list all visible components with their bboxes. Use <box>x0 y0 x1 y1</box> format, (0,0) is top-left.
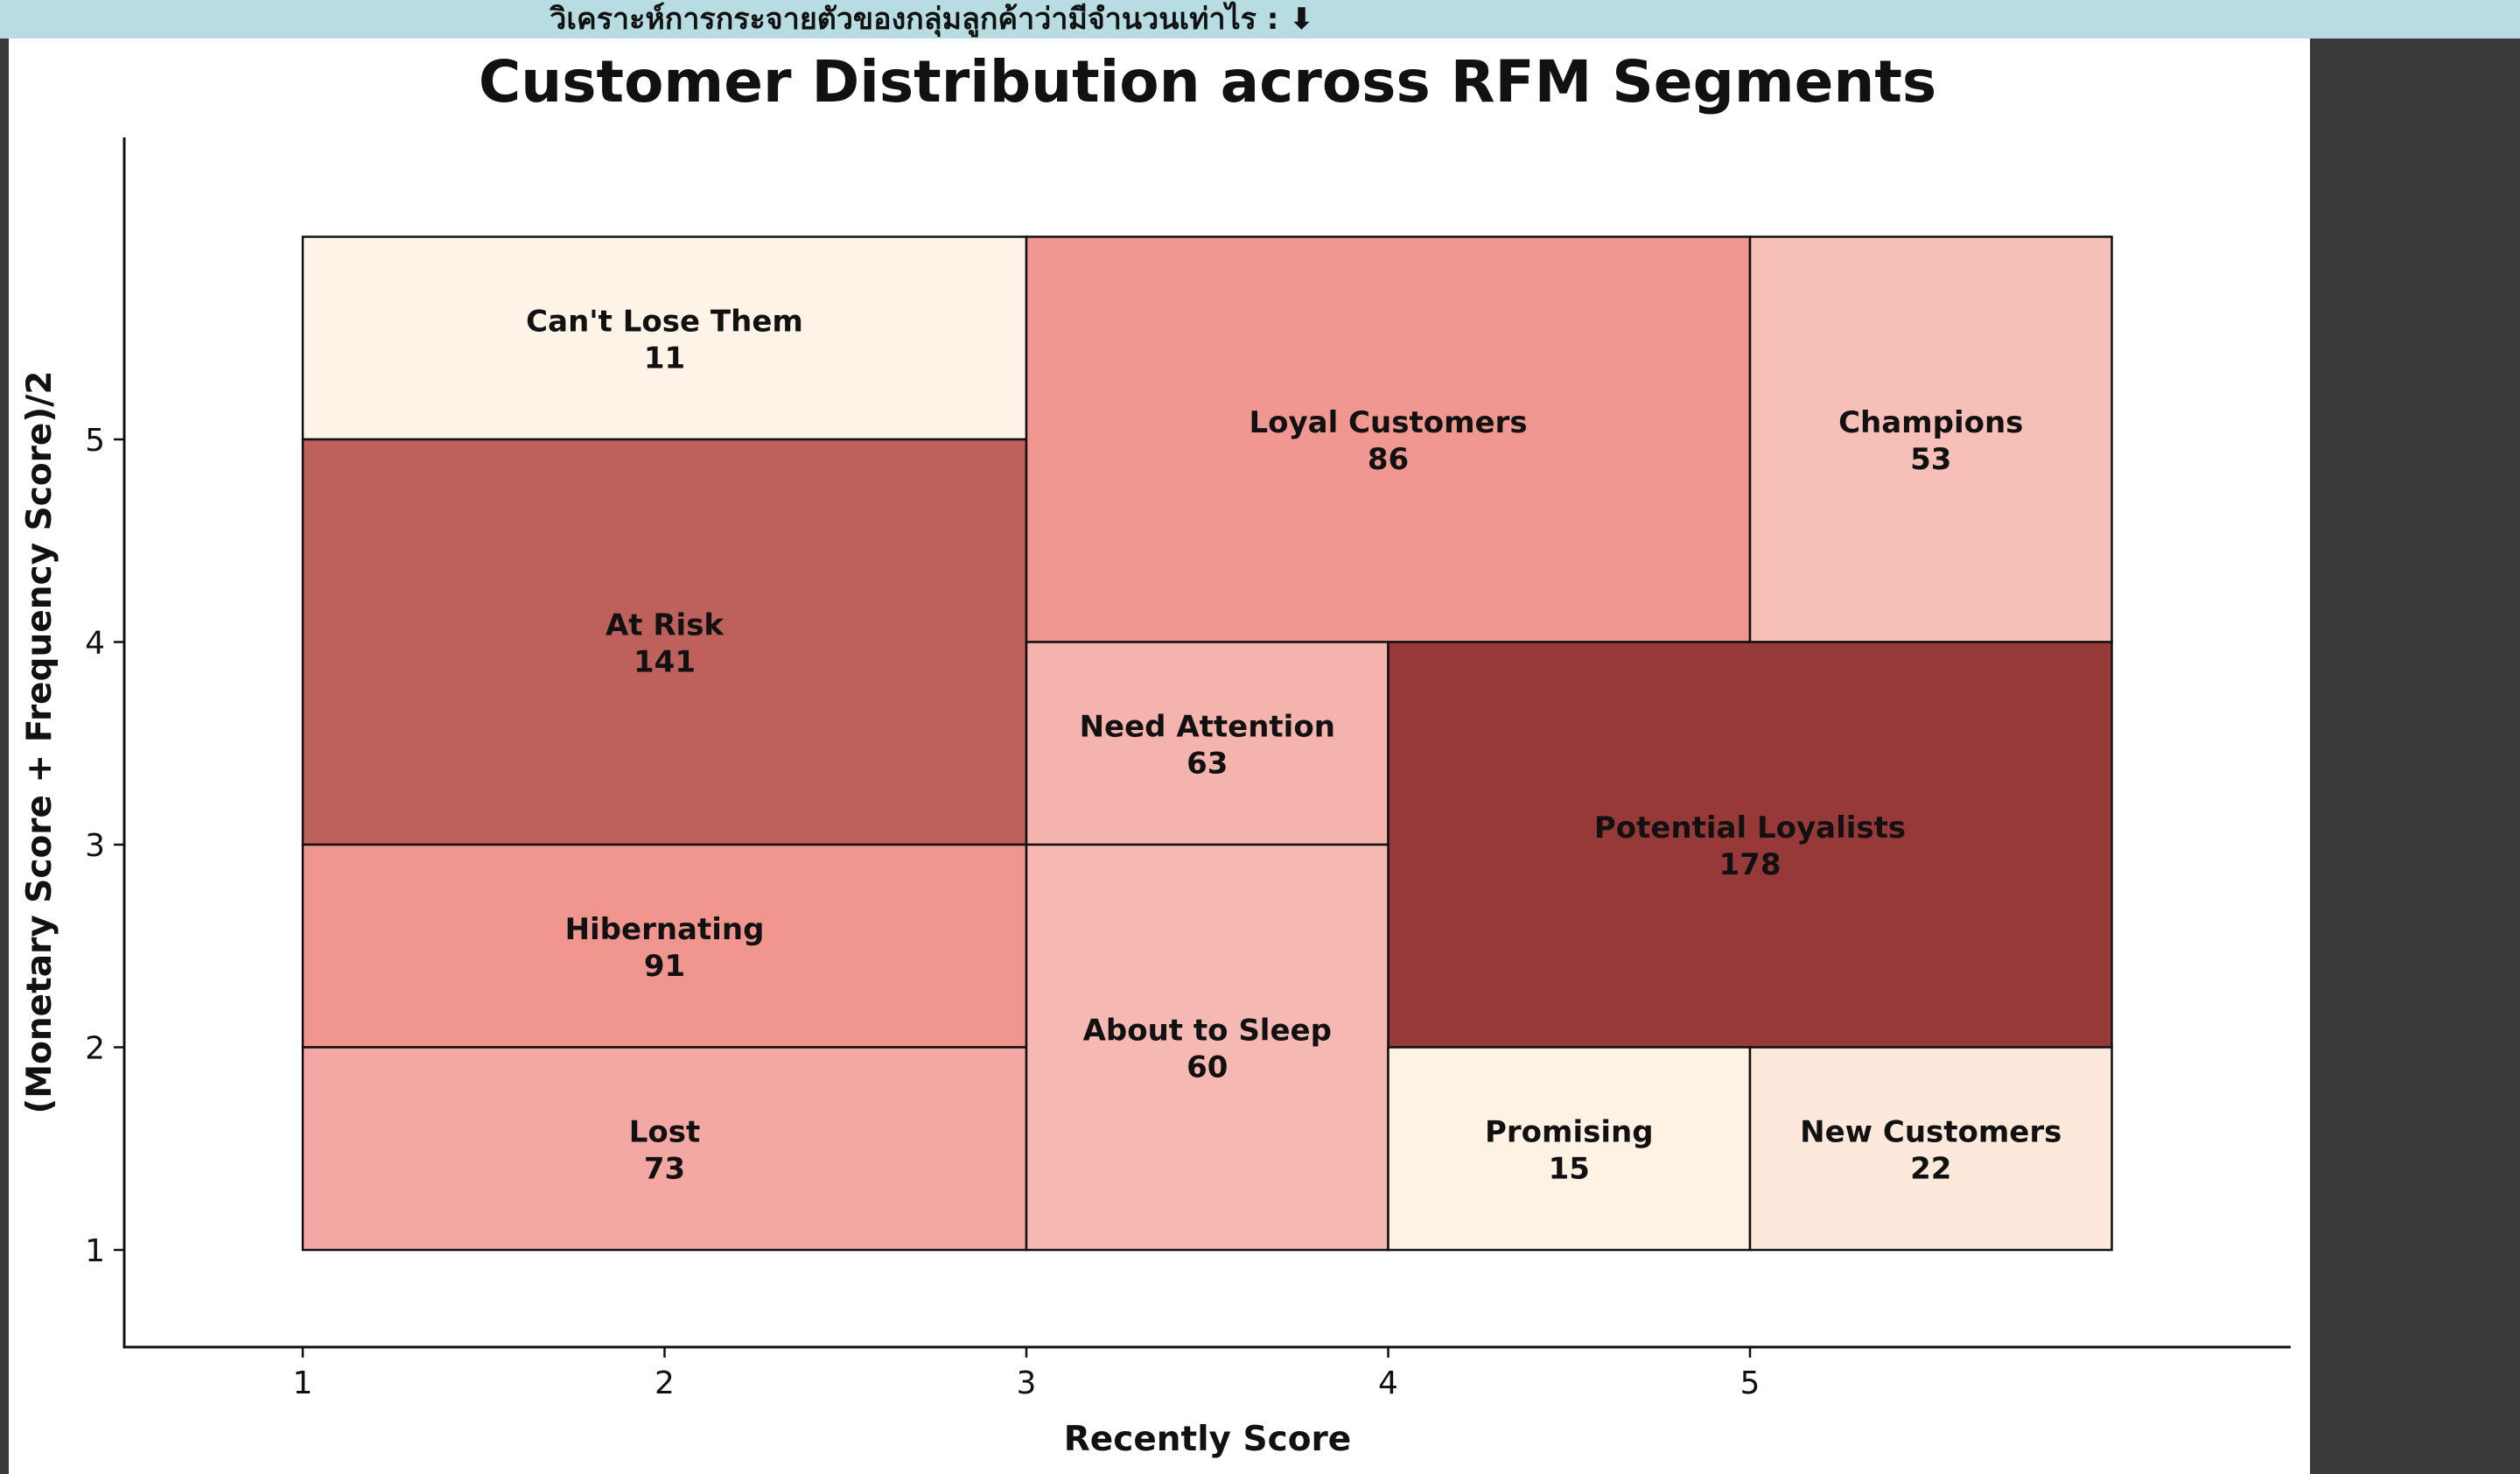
x-tick-label: 2 <box>654 1365 675 1401</box>
segment-rect <box>301 235 1028 441</box>
x-tick-label: 3 <box>1017 1365 1037 1401</box>
segment-count-label: 11 <box>644 340 685 376</box>
segment-rect <box>1025 235 1752 643</box>
segment-count-label: 15 <box>1549 1151 1590 1186</box>
segment-rect <box>1025 641 1390 846</box>
segment-name-label: At Risk <box>606 608 724 643</box>
segment-count-label: 91 <box>644 949 685 984</box>
y-tick-label: 1 <box>85 1233 105 1269</box>
segment-count-label: 73 <box>644 1151 685 1186</box>
segment-count-label: 178 <box>1719 847 1782 882</box>
segment-count-label: 53 <box>1910 442 1951 477</box>
y-axis-title: (Monetary Score + Frequency Score)/2 <box>20 370 60 1113</box>
segment-name-label: Can't Lose Them <box>526 304 803 339</box>
segment-rect <box>1387 1046 1752 1252</box>
axes-layer: 1 2 3 4 5 1 2 3 4 5 <box>85 137 2291 1401</box>
chart-title: Customer Distribution across RFM Segment… <box>479 48 1936 116</box>
segment-name-label: Need Attention <box>1080 709 1335 744</box>
segment-count-label: 22 <box>1910 1151 1951 1186</box>
y-tick-label: 3 <box>85 828 105 864</box>
x-tick-label: 4 <box>1378 1365 1398 1401</box>
segment-name-label: Promising <box>1485 1114 1654 1149</box>
segment-count-label: 60 <box>1186 1050 1228 1085</box>
right-side-panel <box>2310 0 2520 1474</box>
x-tick-label: 1 <box>293 1365 313 1401</box>
y-tick-label: 5 <box>85 423 105 459</box>
segment-name-label: Hibernating <box>565 912 765 947</box>
segment-rect <box>301 438 1028 846</box>
header-banner: วิเคราะห์การกระจายตัวของกลุ่มลูกค้าว่ามี… <box>0 0 2520 39</box>
segment-name-label: Lost <box>629 1114 701 1149</box>
segment-rect <box>1748 235 2113 643</box>
y-tick-label: 4 <box>85 626 105 662</box>
segment-count-label: 141 <box>634 645 696 680</box>
x-tick-label: 5 <box>1740 1365 1760 1401</box>
segment-name-label: Champions <box>1838 405 2023 440</box>
x-axis-title: Recently Score <box>1064 1420 1352 1459</box>
segment-count-label: 86 <box>1368 442 1409 477</box>
segment-name-label: About to Sleep <box>1083 1014 1332 1049</box>
left-edge-strip <box>0 0 9 1474</box>
segment-rect <box>1748 1046 2113 1252</box>
down-arrow-icon: ⬇ <box>1289 2 1314 37</box>
segment-name-label: New Customers <box>1800 1114 2062 1149</box>
segment-name-label: Potential Loyalists <box>1594 811 1906 846</box>
y-tick-label: 2 <box>85 1031 105 1067</box>
segment-count-label: 63 <box>1186 746 1228 781</box>
banner-text: วิเคราะห์การกระจายตัวของกลุ่มลูกค้าว่ามี… <box>550 2 1279 37</box>
segment-name-label: Loyal Customers <box>1249 405 1527 440</box>
